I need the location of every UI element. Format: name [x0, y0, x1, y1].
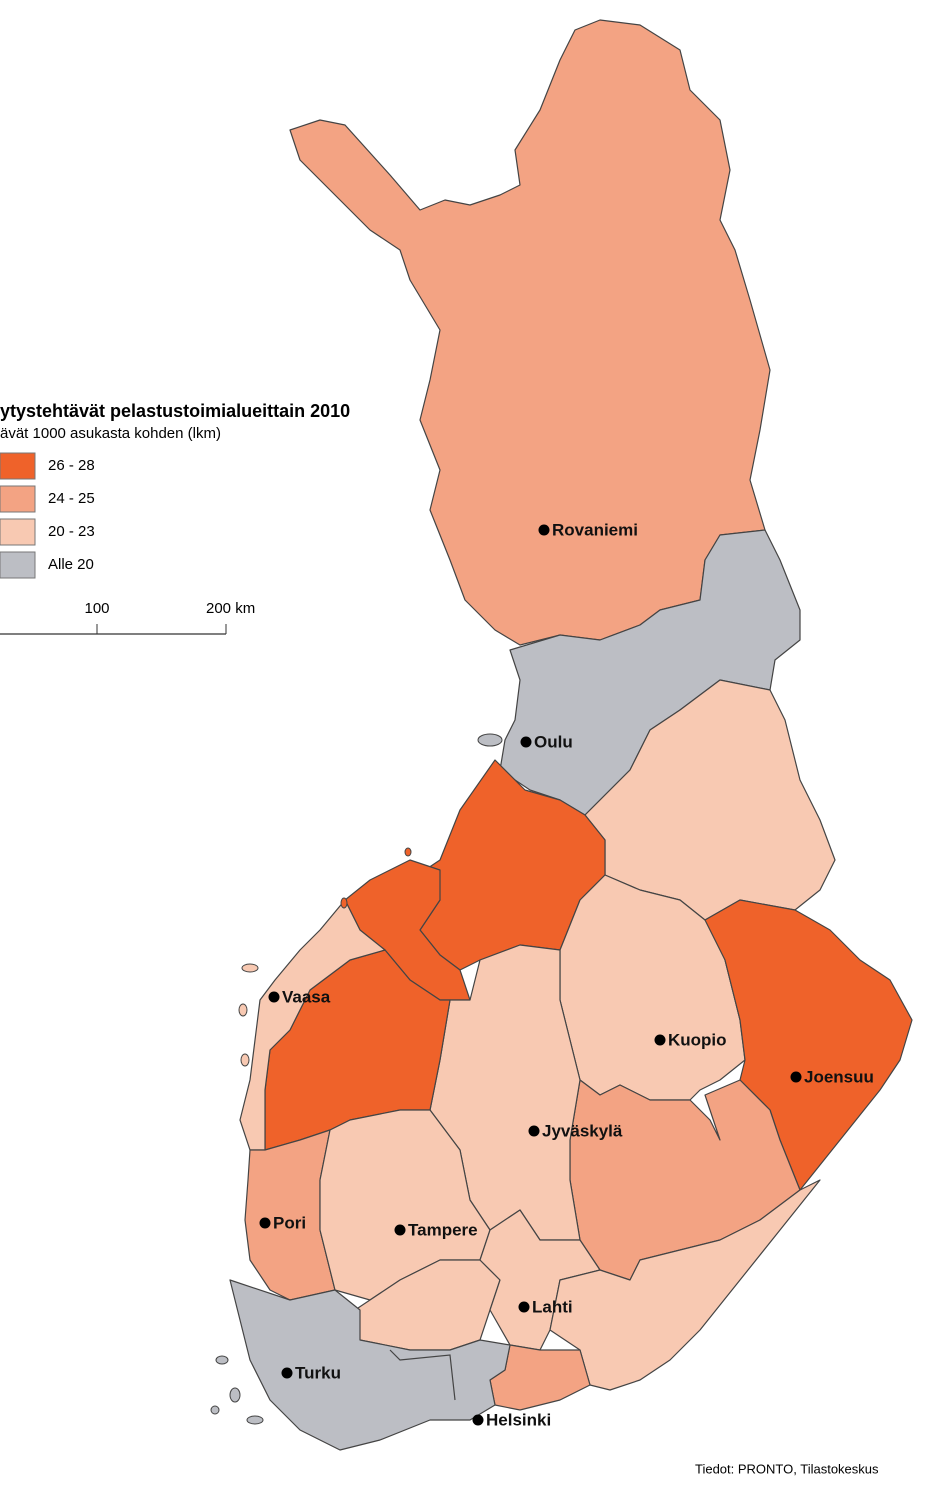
legend-items: 26 - 28 24 - 25 20 - 23 Alle 20	[0, 452, 95, 579]
map-subtitle: ävät 1000 asukasta kohden (lkm)	[0, 425, 221, 442]
legend-swatch	[0, 551, 36, 579]
city-label: Rovaniemi	[552, 520, 638, 539]
city-dot	[520, 736, 532, 748]
island	[238, 1003, 248, 1017]
island	[210, 1405, 220, 1415]
city-label: Vaasa	[282, 987, 331, 1006]
city-label: Jyväskylä	[542, 1121, 623, 1140]
city-dot	[518, 1301, 530, 1313]
island	[215, 1355, 229, 1365]
cities: Rovaniemi Oulu Vaasa Kuopio Joensuu Jyväskylä…	[259, 520, 874, 1429]
legend-swatch	[0, 452, 36, 480]
region	[229, 1279, 511, 1451]
city-label: Joensuu	[804, 1067, 874, 1086]
island	[340, 897, 348, 909]
island	[241, 963, 259, 973]
legend-label: 24 - 25	[48, 490, 95, 507]
city-dot	[268, 991, 280, 1003]
island	[229, 1387, 241, 1403]
regions	[210, 19, 913, 1451]
city-dot	[528, 1125, 540, 1137]
city-dot	[654, 1034, 666, 1046]
legend-label: 20 - 23	[48, 523, 95, 540]
map-title: ytystehtävät pelastustoimialueittain 201…	[0, 401, 350, 421]
city-dot	[472, 1414, 484, 1426]
city-label: Oulu	[534, 732, 573, 751]
source: Tiedot: PRONTO, Tilastokeskus	[695, 1461, 879, 1476]
city-label: Tampere	[408, 1220, 478, 1239]
region	[704, 899, 913, 1191]
legend-label: 26 - 28	[48, 457, 95, 474]
border	[389, 1349, 456, 1401]
island	[404, 847, 412, 857]
region	[289, 19, 771, 646]
city-dot	[394, 1224, 406, 1236]
city-dot	[538, 524, 550, 536]
city-dot	[281, 1367, 293, 1379]
scale-label: 100	[84, 600, 109, 617]
city-dot	[259, 1217, 271, 1229]
legend-swatch	[0, 485, 36, 513]
island	[246, 1415, 264, 1425]
legend-label: Alle 20	[48, 556, 94, 573]
city-label: Helsinki	[486, 1410, 551, 1429]
island	[240, 1053, 250, 1067]
city-label: Pori	[273, 1213, 306, 1232]
scale-label: 200 km	[206, 600, 255, 617]
city-label: Turku	[295, 1363, 341, 1382]
city-label: Kuopio	[668, 1030, 727, 1049]
city-label: Lahti	[532, 1297, 573, 1316]
legend: ytystehtävät pelastustoimialueittain 201…	[0, 401, 350, 635]
city-dot	[790, 1071, 802, 1083]
island	[477, 733, 503, 747]
legend-swatch	[0, 518, 36, 546]
